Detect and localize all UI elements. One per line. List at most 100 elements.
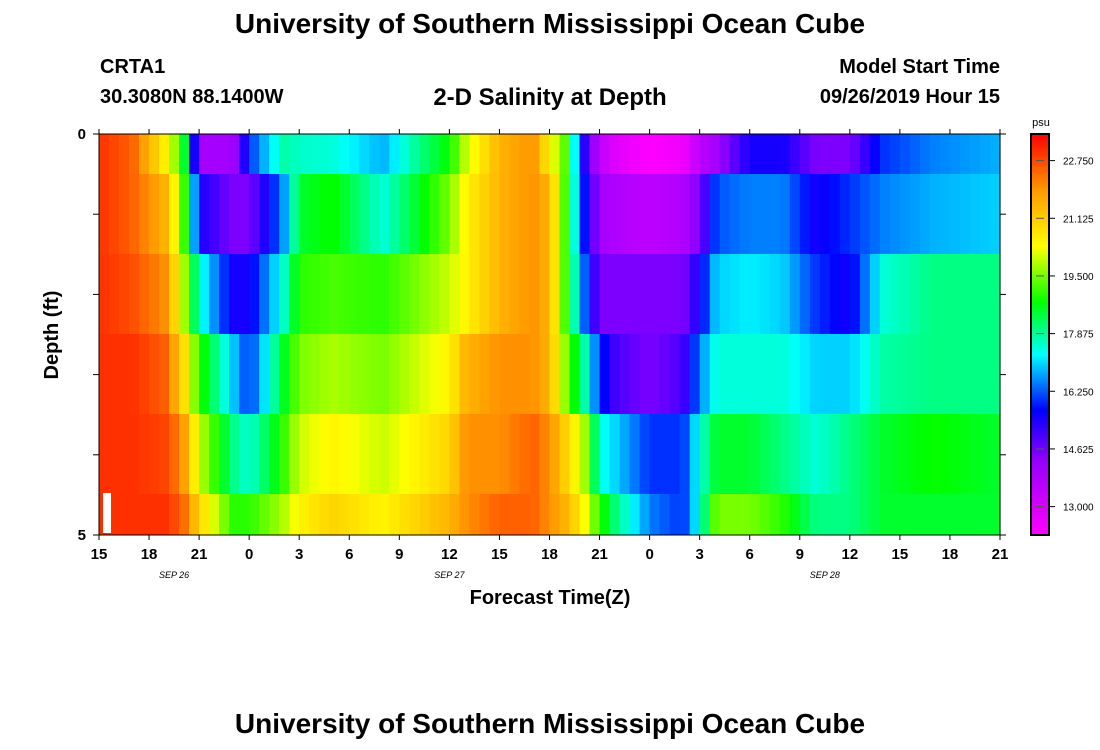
heatmap-cell xyxy=(339,134,350,174)
heatmap-cell xyxy=(259,254,270,334)
heatmap-cell xyxy=(359,174,370,254)
colorbar-tick-label: 21.125 xyxy=(1063,214,1094,225)
heatmap-cell xyxy=(209,254,220,334)
heatmap-cell xyxy=(549,254,561,334)
heatmap-cell xyxy=(849,334,861,414)
heatmap-cell xyxy=(469,414,481,494)
heatmap-cell xyxy=(439,134,450,174)
heatmap-cell xyxy=(399,134,410,174)
heatmap-cell xyxy=(949,414,961,494)
heatmap-cell xyxy=(799,414,811,494)
heatmap-cell xyxy=(279,334,290,414)
heatmap-cell xyxy=(489,254,501,334)
heatmap-cell xyxy=(749,494,761,535)
heatmap-cell xyxy=(219,414,230,494)
heatmap-cell xyxy=(259,134,270,174)
heatmap-cell xyxy=(159,494,170,535)
heatmap-cell xyxy=(119,334,130,414)
heatmap-cell xyxy=(599,414,611,494)
heatmap-cell xyxy=(189,134,200,174)
heatmap-cell xyxy=(829,414,841,494)
heatmap-cell xyxy=(359,334,370,414)
heatmap-cell xyxy=(729,334,741,414)
heatmap-cell xyxy=(639,494,651,535)
heatmap-cell xyxy=(589,174,601,254)
heatmap-cell xyxy=(869,494,881,535)
heatmap-cell xyxy=(179,334,190,414)
heatmap-cell xyxy=(829,174,841,254)
heatmap-cell xyxy=(629,174,641,254)
heatmap-cell xyxy=(209,494,220,535)
heatmap-cell xyxy=(159,174,170,254)
heatmap-cell xyxy=(449,174,460,254)
date-label: SEP 26 xyxy=(159,570,189,580)
heatmap-cell xyxy=(679,254,691,334)
heatmap-cell xyxy=(939,134,951,174)
heatmap-cell xyxy=(949,174,961,254)
heatmap-cell xyxy=(769,334,781,414)
heatmap-cell xyxy=(119,134,130,174)
heatmap-cell xyxy=(299,494,310,535)
heatmap-cell xyxy=(319,134,330,174)
heatmap-cell xyxy=(899,334,911,414)
heatmap-cell xyxy=(139,414,150,494)
heatmap-cell xyxy=(899,254,911,334)
heatmap-cell xyxy=(139,494,150,535)
heatmap-cell xyxy=(259,334,270,414)
heatmap-cell xyxy=(869,414,881,494)
heatmap-cell xyxy=(539,174,551,254)
heatmap-cell xyxy=(329,414,340,494)
heatmap-cell xyxy=(699,254,711,334)
heatmap-cell xyxy=(149,174,160,254)
heatmap-cell xyxy=(509,134,521,174)
heatmap-cell xyxy=(989,254,1001,334)
heatmap-cell xyxy=(459,414,471,494)
heatmap-cell xyxy=(829,134,841,174)
heatmap-cell xyxy=(409,134,420,174)
heatmap-cell xyxy=(799,254,811,334)
x-tick-label: 15 xyxy=(892,546,909,563)
heatmap-cell xyxy=(719,334,731,414)
heatmap-cell xyxy=(879,414,891,494)
heatmap-cell xyxy=(709,254,721,334)
heatmap-cell xyxy=(629,334,641,414)
heatmap-cell xyxy=(979,414,991,494)
heatmap-cell xyxy=(549,414,561,494)
x-tick-label: 9 xyxy=(796,546,804,563)
heatmap-cell xyxy=(489,174,501,254)
heatmap-cell xyxy=(599,494,611,535)
heatmap-cell xyxy=(779,334,791,414)
heatmap-cell xyxy=(239,134,250,174)
heatmap-cell xyxy=(969,414,981,494)
y-tick-label: 0 xyxy=(78,126,86,143)
heatmap-cell xyxy=(799,494,811,535)
heatmap-cell xyxy=(489,414,501,494)
heatmap-cell xyxy=(989,414,1001,494)
heatmap-cell xyxy=(809,494,821,535)
heatmap-cell xyxy=(929,134,941,174)
heatmap-cell xyxy=(299,414,310,494)
heatmap-cell xyxy=(659,414,671,494)
heatmap-cell xyxy=(389,334,400,414)
heatmap-cell xyxy=(219,174,230,254)
heatmap-cell xyxy=(349,174,360,254)
heatmap-cell xyxy=(249,334,260,414)
heatmap-cell xyxy=(519,254,531,334)
heatmap-cell xyxy=(369,254,380,334)
heatmap-cell xyxy=(759,174,771,254)
heatmap-cell xyxy=(259,174,270,254)
data-marker xyxy=(103,493,111,533)
heatmap-cell xyxy=(709,414,721,494)
heatmap-cell xyxy=(199,494,210,535)
heatmap-cell xyxy=(309,334,320,414)
heatmap-cell xyxy=(779,414,791,494)
heatmap-cell xyxy=(929,174,941,254)
heatmap-cell xyxy=(439,494,450,535)
heatmap-cell xyxy=(559,174,571,254)
heatmap-cell xyxy=(459,334,471,414)
heatmap-cell xyxy=(509,414,521,494)
heatmap-cell xyxy=(909,334,921,414)
heatmap-cell xyxy=(539,134,551,174)
heatmap-cell xyxy=(509,174,521,254)
